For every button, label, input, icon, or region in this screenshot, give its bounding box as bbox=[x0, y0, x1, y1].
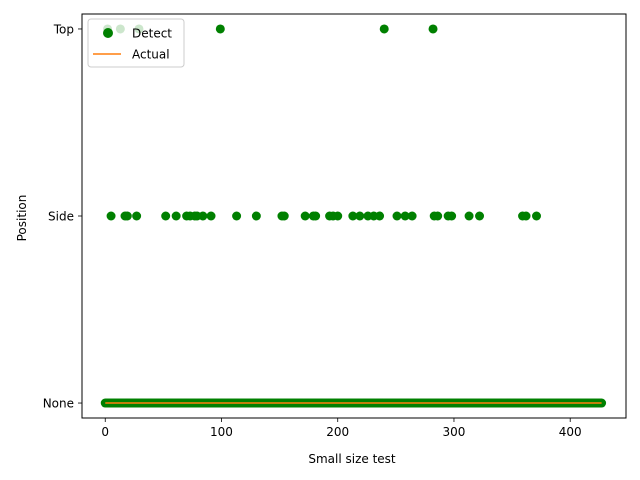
detect-point-top bbox=[215, 24, 225, 34]
legend-actual-label: Actual bbox=[132, 48, 170, 62]
y-tick-label: Top bbox=[53, 22, 74, 36]
detect-point-side bbox=[198, 211, 208, 221]
detect-point-top bbox=[379, 24, 389, 34]
x-axis-label: Small size test bbox=[308, 452, 396, 466]
detect-point-side bbox=[532, 211, 541, 221]
detect-point-side bbox=[333, 211, 343, 221]
detect-point-side bbox=[232, 211, 242, 221]
detect-point-side bbox=[433, 211, 443, 221]
detect-point-side bbox=[106, 211, 116, 221]
y-axis-label: Position bbox=[15, 195, 29, 242]
detect-point-side bbox=[171, 211, 181, 221]
detect-point-side bbox=[161, 211, 171, 221]
y-tick-label: Side bbox=[48, 210, 74, 224]
detect-point-side bbox=[400, 211, 410, 221]
x-axis-ticks: 0 100 200 300 400 bbox=[101, 418, 582, 439]
detect-point-none bbox=[597, 398, 607, 408]
detect-point-side bbox=[392, 211, 402, 221]
legend-detect-marker bbox=[103, 28, 113, 38]
detect-point-side bbox=[407, 211, 417, 221]
detect-point-side bbox=[355, 211, 365, 221]
legend: Detect Actual bbox=[87, 18, 185, 68]
detect-point-side bbox=[447, 211, 457, 221]
detect-point-side bbox=[300, 211, 310, 221]
y-axis-ticks: None Side Top bbox=[43, 22, 82, 411]
detect-point-side bbox=[464, 211, 474, 221]
x-tick-label: 400 bbox=[559, 425, 582, 439]
x-tick-label: 0 bbox=[101, 425, 109, 439]
detect-point-side bbox=[279, 211, 289, 221]
detect-point-side bbox=[311, 211, 321, 221]
detect-point-side bbox=[521, 211, 531, 221]
detect-point-side bbox=[206, 211, 216, 221]
detect-point-side bbox=[132, 211, 142, 221]
detect-point-side bbox=[375, 211, 385, 221]
y-tick-label: None bbox=[43, 397, 74, 411]
detect-point-top bbox=[428, 24, 438, 34]
detect-point-side bbox=[122, 211, 132, 221]
x-tick-label: 300 bbox=[443, 425, 466, 439]
detect-point-side bbox=[475, 211, 485, 221]
detect-point-side bbox=[348, 211, 358, 221]
x-tick-label: 200 bbox=[326, 425, 349, 439]
detect-point-side bbox=[251, 211, 261, 221]
x-tick-label: 100 bbox=[210, 425, 233, 439]
legend-detect-label: Detect bbox=[132, 27, 172, 41]
